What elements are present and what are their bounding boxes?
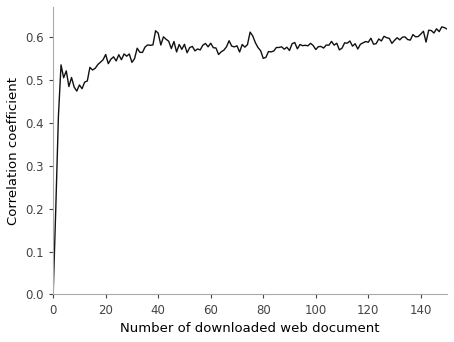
X-axis label: Number of downloaded web document: Number of downloaded web document [120,322,380,335]
Y-axis label: Correlation coefficient: Correlation coefficient [7,77,20,225]
